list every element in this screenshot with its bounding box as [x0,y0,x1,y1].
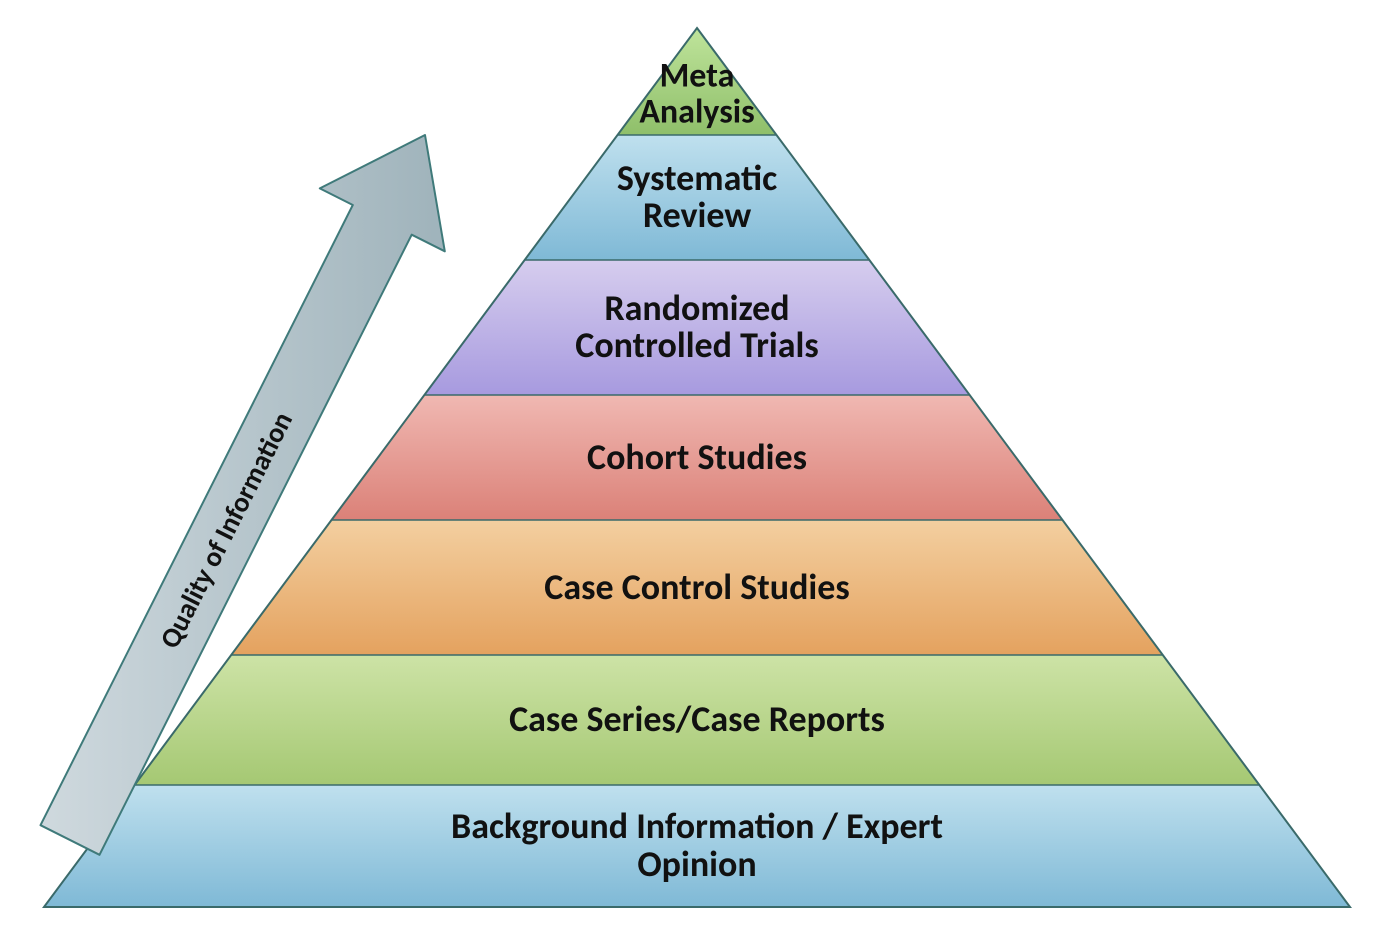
pyramid-level-6 [44,785,1350,907]
diagram-stage: Meta AnalysisSystematic ReviewRandomized… [0,0,1394,932]
pyramid-level-4 [231,520,1163,655]
pyramid-level-3 [331,395,1062,520]
pyramid-level-5 [135,655,1260,785]
pyramid-level-0 [618,28,777,135]
pyramid-svg [0,0,1394,932]
pyramid-level-1 [525,135,870,260]
pyramid-level-2 [424,260,969,395]
